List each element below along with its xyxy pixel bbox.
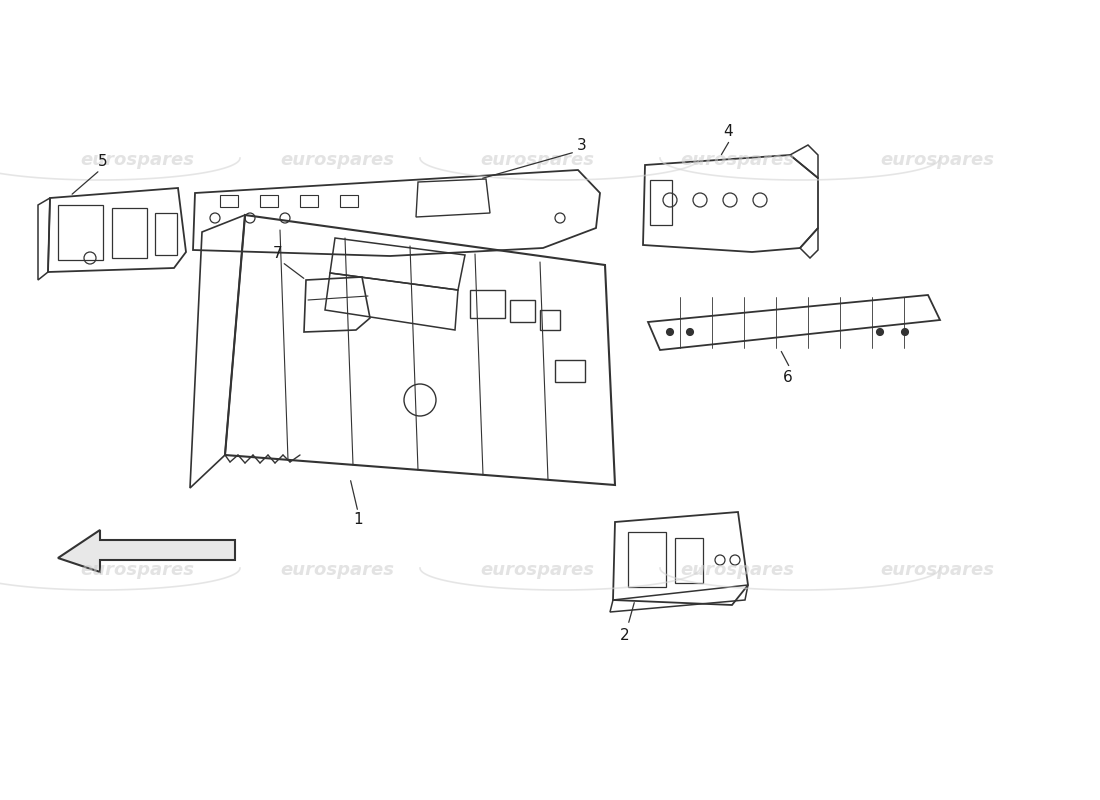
- Text: eurospares: eurospares: [480, 151, 594, 169]
- Bar: [510, 300, 535, 322]
- Bar: [470, 290, 505, 318]
- Bar: [260, 195, 278, 207]
- Polygon shape: [58, 530, 235, 572]
- Circle shape: [667, 329, 673, 335]
- Text: eurospares: eurospares: [680, 561, 794, 579]
- Text: eurospares: eurospares: [280, 151, 394, 169]
- Text: eurospares: eurospares: [880, 151, 994, 169]
- Text: eurospares: eurospares: [80, 151, 194, 169]
- Circle shape: [877, 329, 883, 335]
- Bar: [650, 180, 672, 225]
- Bar: [155, 213, 177, 255]
- Text: 1: 1: [353, 513, 363, 527]
- Text: 2: 2: [620, 627, 630, 642]
- Text: 3: 3: [578, 138, 587, 153]
- Bar: [112, 208, 147, 258]
- Bar: [58, 205, 103, 260]
- Text: eurospares: eurospares: [80, 561, 194, 579]
- Text: 7: 7: [273, 246, 283, 262]
- Bar: [540, 310, 560, 330]
- Text: eurospares: eurospares: [480, 561, 594, 579]
- Text: 6: 6: [783, 370, 793, 386]
- Text: eurospares: eurospares: [280, 561, 394, 579]
- Circle shape: [686, 329, 693, 335]
- Bar: [556, 360, 585, 382]
- Text: 4: 4: [723, 125, 733, 139]
- Circle shape: [902, 329, 909, 335]
- Text: 5: 5: [98, 154, 108, 170]
- Bar: [220, 195, 238, 207]
- Bar: [628, 532, 666, 587]
- Text: eurospares: eurospares: [680, 151, 794, 169]
- Bar: [300, 195, 318, 207]
- Bar: [675, 538, 703, 583]
- Bar: [340, 195, 358, 207]
- Text: eurospares: eurospares: [880, 561, 994, 579]
